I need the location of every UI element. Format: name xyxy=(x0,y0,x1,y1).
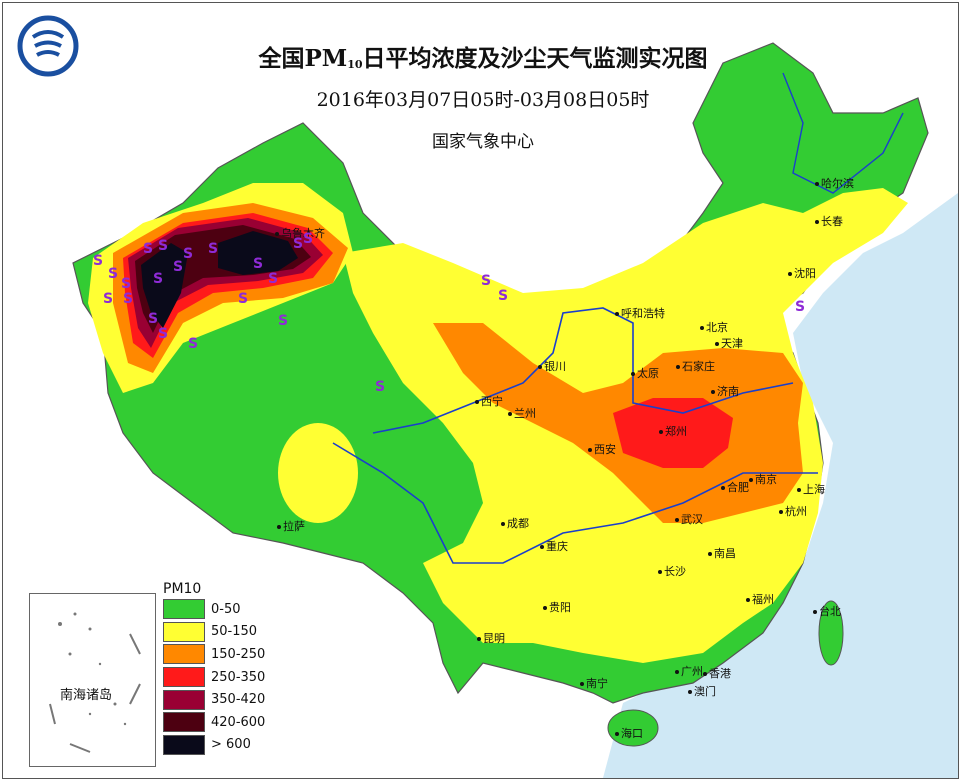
city-label: 贵阳 xyxy=(543,599,571,615)
city-label: 长沙 xyxy=(658,563,686,579)
city-label: 西安 xyxy=(588,441,616,457)
pm-over-600-west xyxy=(141,243,188,328)
pm-50-150-tibet xyxy=(278,423,358,523)
city-label: 拉萨 xyxy=(277,518,305,534)
south-china-sea-inset: 南海诸岛 xyxy=(29,593,156,767)
legend-label: 250-350 xyxy=(211,669,266,685)
city-label: 重庆 xyxy=(540,538,568,554)
inset-islands xyxy=(49,612,141,753)
city-label: 长春 xyxy=(815,213,843,229)
yellow-river xyxy=(372,307,794,434)
legend-item: 150-250 xyxy=(163,643,265,666)
city-label: 昆明 xyxy=(477,630,505,646)
city-label: 上海 xyxy=(797,481,825,497)
city-label: 石家庄 xyxy=(676,358,715,374)
legend-label: 0-50 xyxy=(211,601,241,617)
heilong-river xyxy=(782,72,904,194)
city-label: 济南 xyxy=(711,383,739,399)
inset-label: 南海诸岛 xyxy=(60,688,113,703)
legend-title: PM10 xyxy=(163,581,202,597)
legend: PM10 0-50 50-150 150-250 250-350 350-420 420-… xyxy=(163,581,265,756)
city-label: 哈尔滨 xyxy=(815,175,854,191)
city-label: 天津 xyxy=(715,335,743,351)
legend-label: 150-250 xyxy=(211,646,266,662)
city-label: 广州 xyxy=(675,663,703,679)
sea-area xyxy=(603,193,958,778)
city-label: 北京 xyxy=(700,319,728,335)
city-label: 沈阳 xyxy=(788,265,816,281)
city-label: 武汉 xyxy=(675,511,703,527)
legend-swatch xyxy=(163,599,205,620)
pm-over-600-east xyxy=(218,231,298,275)
city-label: 福州 xyxy=(746,591,774,607)
agency-name: 国家气象中心 xyxy=(432,132,534,152)
city-label: 银川 xyxy=(538,358,566,374)
city-label: 呼和浩特 xyxy=(615,305,665,321)
legend-item: > 600 xyxy=(163,734,265,757)
legend-swatch xyxy=(163,712,205,733)
legend-label: 350-420 xyxy=(211,692,266,708)
legend-label: > 600 xyxy=(211,737,251,753)
city-label: 乌鲁木齐 xyxy=(275,225,325,241)
legend-item: 50-150 xyxy=(163,621,265,644)
city-label: 台北 xyxy=(813,603,841,619)
city-label: 兰州 xyxy=(508,405,536,421)
city-label: 南宁 xyxy=(580,675,608,691)
legend-item: 420-600 xyxy=(163,711,265,734)
time-range: 2016年03月07日05时-03月08日05时 xyxy=(316,89,650,111)
legend-swatch xyxy=(163,689,205,710)
legend-label: 420-600 xyxy=(211,714,266,730)
legend-swatch xyxy=(163,734,205,755)
city-label: 南京 xyxy=(749,471,777,487)
cma-logo-icon xyxy=(17,15,79,77)
legend-item: 0-50 xyxy=(163,598,265,621)
pm10-map xyxy=(72,42,958,778)
city-label: 南昌 xyxy=(708,545,736,561)
city-label: 郑州 xyxy=(659,423,687,439)
city-label: 成都 xyxy=(501,515,529,531)
legend-item: 250-350 xyxy=(163,666,265,689)
city-label: 太原 xyxy=(631,365,659,381)
legend-swatch xyxy=(163,667,205,688)
legend-swatch xyxy=(163,621,205,642)
legend-swatch xyxy=(163,644,205,665)
city-label: 合肥 xyxy=(721,479,749,495)
legend-label: 50-150 xyxy=(211,624,258,640)
city-label: 澳门 xyxy=(688,683,716,699)
city-label: 香港 xyxy=(703,665,731,681)
map-title: 全国PM10日平均浓度及沙尘天气监测实况图 xyxy=(258,45,708,72)
city-label: 杭州 xyxy=(779,503,807,519)
city-label: 海口 xyxy=(615,725,643,741)
city-label: 西宁 xyxy=(475,393,503,409)
legend-item: 350-420 xyxy=(163,688,265,711)
